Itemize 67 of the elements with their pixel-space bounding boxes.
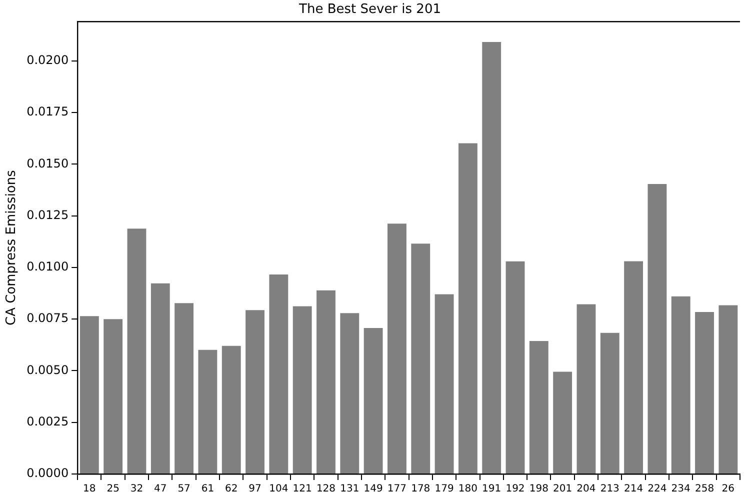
bar <box>269 274 288 474</box>
bar <box>458 143 478 474</box>
x-tick-label: 26 <box>722 484 735 495</box>
bar <box>600 332 620 474</box>
x-tick-label: 234 <box>671 484 690 495</box>
bar <box>292 306 312 474</box>
x-tick-label: 198 <box>529 484 548 495</box>
y-axis-title: CA Compress Emissions <box>4 170 20 326</box>
x-tick-label: 201 <box>553 484 572 495</box>
x-tick-label: 57 <box>178 484 190 495</box>
bar <box>127 228 146 474</box>
bar <box>222 346 241 474</box>
bar <box>388 224 406 474</box>
x-tick-label: 178 <box>411 484 430 495</box>
x-tick-label: 213 <box>600 484 620 495</box>
bar <box>174 303 194 474</box>
bar <box>695 312 714 474</box>
bar <box>576 304 596 474</box>
x-tick-label: 177 <box>387 484 407 495</box>
bar <box>529 340 548 474</box>
x-tick-label: 180 <box>458 484 478 495</box>
x-tick-label: 179 <box>434 484 454 495</box>
bar <box>246 310 264 474</box>
bar <box>434 294 454 474</box>
bar <box>150 283 170 474</box>
x-tick-label: 104 <box>269 484 288 495</box>
bar <box>648 184 667 474</box>
chart-title: The Best Sever is 201 <box>298 2 441 18</box>
x-tick-label: 61 <box>201 484 214 495</box>
bar <box>671 296 690 474</box>
x-tick-label: 128 <box>316 484 336 495</box>
bar <box>411 244 430 474</box>
y-tick-label: 0.0075 <box>26 311 69 326</box>
y-tick-label: 0.0150 <box>26 156 69 170</box>
y-tick-label: 0.0025 <box>26 414 69 428</box>
x-tick-label: 258 <box>694 484 714 495</box>
bar <box>624 261 644 474</box>
bar <box>718 305 738 474</box>
x-tick-label: 97 <box>248 484 262 495</box>
bar <box>553 372 572 474</box>
bar <box>104 319 123 474</box>
y-tick-label: 0.0200 <box>26 52 69 67</box>
x-tick-label: 47 <box>154 484 167 495</box>
bar <box>80 316 99 474</box>
y-tick-label: 0.0000 <box>26 466 69 480</box>
x-tick-label: 191 <box>482 484 502 495</box>
x-tick-label: 121 <box>292 484 312 495</box>
x-tick-label: 62 <box>224 484 238 495</box>
y-tick-label: 0.0050 <box>26 362 69 377</box>
x-tick-label: 204 <box>576 484 596 495</box>
x-tick-label: 18 <box>83 484 96 495</box>
x-tick-label: 224 <box>648 484 667 495</box>
y-tick-label: 0.0125 <box>26 208 69 222</box>
bar <box>506 261 525 474</box>
bar <box>198 350 218 474</box>
x-tick-label: 25 <box>106 484 120 495</box>
y-tick-label: 0.0100 <box>26 260 69 274</box>
x-tick-label: 149 <box>364 484 383 495</box>
bar <box>482 42 502 474</box>
x-tick-label: 192 <box>506 484 525 495</box>
bar <box>316 290 336 474</box>
x-tick-label: 214 <box>624 484 644 495</box>
x-tick-label: 32 <box>130 484 144 495</box>
x-tick-label: 131 <box>340 484 360 495</box>
bar <box>364 328 383 474</box>
y-tick-label: 0.0175 <box>26 104 69 119</box>
bar <box>340 313 360 474</box>
